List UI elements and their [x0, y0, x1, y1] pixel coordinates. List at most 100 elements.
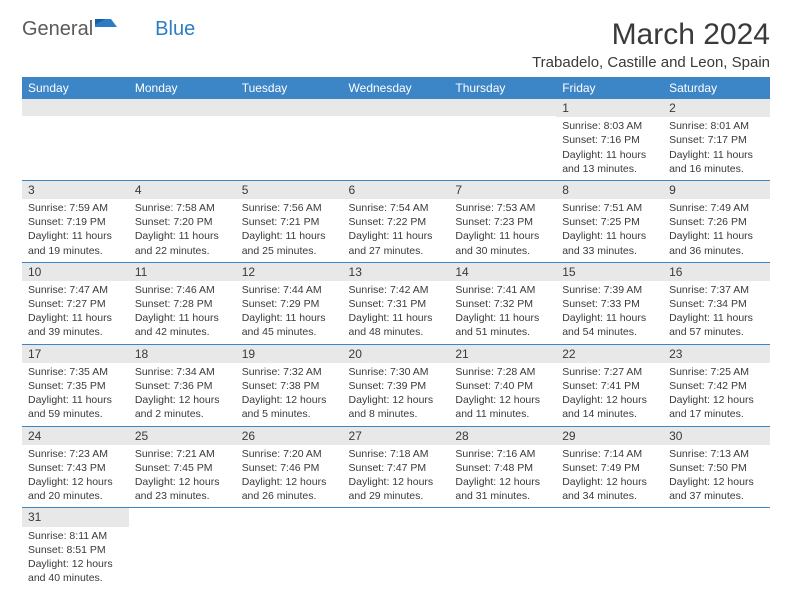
daylight-text: Daylight: 12 hours	[349, 475, 444, 489]
daylight-text: and 14 minutes.	[562, 407, 657, 421]
day-number: 21	[449, 345, 556, 363]
calendar-cell	[236, 99, 343, 180]
daylight-text: Daylight: 12 hours	[562, 475, 657, 489]
sunset-text: Sunset: 7:39 PM	[349, 379, 444, 393]
day-number: 9	[663, 181, 770, 199]
daylight-text: and 33 minutes.	[562, 244, 657, 258]
calendar-row: 10Sunrise: 7:47 AMSunset: 7:27 PMDayligh…	[22, 262, 770, 344]
sunset-text: Sunset: 7:23 PM	[455, 215, 550, 229]
page-subtitle: Trabadelo, Castille and Leon, Spain	[532, 54, 770, 71]
weekday-header: Wednesday	[343, 77, 450, 99]
day-number: 31	[22, 508, 129, 526]
sunrise-text: Sunrise: 7:14 AM	[562, 447, 657, 461]
weekday-header: Friday	[556, 77, 663, 99]
day-number-blank	[236, 99, 343, 116]
sunrise-text: Sunrise: 7:51 AM	[562, 201, 657, 215]
day-number: 24	[22, 427, 129, 445]
daylight-text: and 17 minutes.	[669, 407, 764, 421]
daylight-text: and 30 minutes.	[455, 244, 550, 258]
daylight-text: and 2 minutes.	[135, 407, 230, 421]
calendar-cell: 25Sunrise: 7:21 AMSunset: 7:45 PMDayligh…	[129, 426, 236, 508]
daylight-text: Daylight: 12 hours	[349, 393, 444, 407]
daylight-text: Daylight: 12 hours	[135, 393, 230, 407]
daylight-text: Daylight: 11 hours	[349, 229, 444, 243]
daylight-text: Daylight: 12 hours	[455, 475, 550, 489]
logo: General Blue	[22, 18, 195, 41]
daylight-text: and 25 minutes.	[242, 244, 337, 258]
daylight-text: and 39 minutes.	[28, 325, 123, 339]
day-number: 28	[449, 427, 556, 445]
day-number: 8	[556, 181, 663, 199]
flag-icon	[95, 18, 117, 41]
calendar-cell: 29Sunrise: 7:14 AMSunset: 7:49 PMDayligh…	[556, 426, 663, 508]
calendar-cell: 14Sunrise: 7:41 AMSunset: 7:32 PMDayligh…	[449, 262, 556, 344]
daylight-text: Daylight: 11 hours	[349, 311, 444, 325]
day-number: 12	[236, 263, 343, 281]
sunrise-text: Sunrise: 7:30 AM	[349, 365, 444, 379]
sunrise-text: Sunrise: 7:20 AM	[242, 447, 337, 461]
calendar-cell: 9Sunrise: 7:49 AMSunset: 7:26 PMDaylight…	[663, 180, 770, 262]
day-number: 17	[22, 345, 129, 363]
calendar-cell	[236, 508, 343, 589]
sunset-text: Sunset: 7:41 PM	[562, 379, 657, 393]
day-number: 25	[129, 427, 236, 445]
day-number: 19	[236, 345, 343, 363]
sunset-text: Sunset: 7:48 PM	[455, 461, 550, 475]
sunset-text: Sunset: 7:31 PM	[349, 297, 444, 311]
sunrise-text: Sunrise: 8:11 AM	[28, 529, 123, 543]
sunset-text: Sunset: 7:38 PM	[242, 379, 337, 393]
title-block: March 2024 Trabadelo, Castille and Leon,…	[532, 18, 770, 71]
daylight-text: Daylight: 12 hours	[28, 557, 123, 571]
calendar-table: Sunday Monday Tuesday Wednesday Thursday…	[22, 77, 770, 589]
sunset-text: Sunset: 7:34 PM	[669, 297, 764, 311]
day-number: 1	[556, 99, 663, 117]
sunrise-text: Sunrise: 7:34 AM	[135, 365, 230, 379]
sunrise-text: Sunrise: 7:28 AM	[455, 365, 550, 379]
daylight-text: and 34 minutes.	[562, 489, 657, 503]
sunrise-text: Sunrise: 7:59 AM	[28, 201, 123, 215]
sunset-text: Sunset: 7:42 PM	[669, 379, 764, 393]
sunrise-text: Sunrise: 8:03 AM	[562, 119, 657, 133]
daylight-text: and 37 minutes.	[669, 489, 764, 503]
daylight-text: Daylight: 12 hours	[669, 393, 764, 407]
calendar-cell: 8Sunrise: 7:51 AMSunset: 7:25 PMDaylight…	[556, 180, 663, 262]
calendar-cell: 1Sunrise: 8:03 AMSunset: 7:16 PMDaylight…	[556, 99, 663, 180]
sunrise-text: Sunrise: 7:47 AM	[28, 283, 123, 297]
sunrise-text: Sunrise: 7:27 AM	[562, 365, 657, 379]
day-number: 10	[22, 263, 129, 281]
sunset-text: Sunset: 7:16 PM	[562, 133, 657, 147]
daylight-text: and 22 minutes.	[135, 244, 230, 258]
daylight-text: Daylight: 11 hours	[28, 229, 123, 243]
sunrise-text: Sunrise: 7:25 AM	[669, 365, 764, 379]
daylight-text: and 26 minutes.	[242, 489, 337, 503]
daylight-text: and 42 minutes.	[135, 325, 230, 339]
calendar-cell: 23 Sunrise: 7:25 AMSunset: 7:42 PMDayligh…	[663, 344, 770, 426]
sunrise-text: Sunrise: 7:23 AM	[28, 447, 123, 461]
calendar-cell: 18Sunrise: 7:34 AMSunset: 7:36 PMDayligh…	[129, 344, 236, 426]
calendar-cell	[343, 508, 450, 589]
calendar-cell: 3Sunrise: 7:59 AMSunset: 7:19 PMDaylight…	[22, 180, 129, 262]
day-number: 16	[663, 263, 770, 281]
daylight-text: Daylight: 12 hours	[669, 475, 764, 489]
day-number: 23	[663, 345, 770, 363]
calendar-cell: 10Sunrise: 7:47 AMSunset: 7:27 PMDayligh…	[22, 262, 129, 344]
day-number: 18	[129, 345, 236, 363]
day-number: 14	[449, 263, 556, 281]
sunrise-text: Sunrise: 7:18 AM	[349, 447, 444, 461]
daylight-text: and 23 minutes.	[135, 489, 230, 503]
calendar-cell: 27Sunrise: 7:18 AMSunset: 7:47 PMDayligh…	[343, 426, 450, 508]
weekday-header: Thursday	[449, 77, 556, 99]
calendar-cell: 11Sunrise: 7:46 AMSunset: 7:28 PMDayligh…	[129, 262, 236, 344]
daylight-text: and 19 minutes.	[28, 244, 123, 258]
calendar-cell: 21Sunrise: 7:28 AMSunset: 7:40 PMDayligh…	[449, 344, 556, 426]
sunset-text: Sunset: 7:50 PM	[669, 461, 764, 475]
page-title: March 2024	[532, 18, 770, 52]
daylight-text: and 16 minutes.	[669, 162, 764, 176]
sunrise-text: Sunrise: 7:54 AM	[349, 201, 444, 215]
sunrise-text: Sunrise: 7:32 AM	[242, 365, 337, 379]
day-number-blank	[129, 99, 236, 116]
sunset-text: Sunset: 7:33 PM	[562, 297, 657, 311]
daylight-text: and 5 minutes.	[242, 407, 337, 421]
daylight-text: and 11 minutes.	[455, 407, 550, 421]
sunset-text: Sunset: 7:21 PM	[242, 215, 337, 229]
